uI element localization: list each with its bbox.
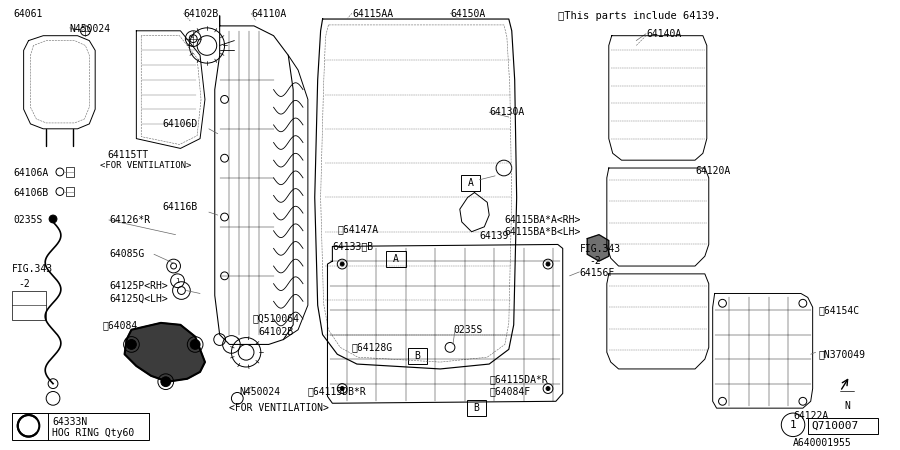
Text: 64102B: 64102B [184, 9, 219, 19]
Circle shape [340, 262, 344, 266]
Text: 64139: 64139 [480, 230, 508, 241]
Text: 64150A: 64150A [450, 9, 485, 19]
Text: ※64084F: ※64084F [490, 387, 530, 396]
Text: 64085G: 64085G [109, 249, 144, 259]
Circle shape [546, 387, 550, 391]
Polygon shape [587, 234, 608, 261]
Text: 64156F: 64156F [580, 268, 615, 278]
Circle shape [340, 387, 344, 391]
Text: ※64115DB*R: ※64115DB*R [308, 387, 366, 396]
Text: ※64154C: ※64154C [818, 305, 860, 315]
Text: A: A [468, 178, 473, 188]
Text: 64115BA*B<LH>: 64115BA*B<LH> [504, 227, 580, 237]
Text: 64126*R: 64126*R [109, 215, 150, 225]
Text: 64125Q<LH>: 64125Q<LH> [109, 293, 167, 303]
Circle shape [127, 340, 136, 349]
Text: A: A [393, 254, 399, 264]
Text: 1: 1 [789, 420, 796, 430]
Circle shape [190, 340, 200, 349]
Text: Q710007: Q710007 [812, 421, 859, 431]
Text: N450024: N450024 [239, 387, 281, 396]
Text: <FOR VENTILATION>: <FOR VENTILATION> [100, 161, 192, 170]
Polygon shape [124, 323, 205, 382]
Text: N: N [844, 401, 850, 411]
Text: 64333N: 64333N [52, 417, 87, 427]
Text: 64140A: 64140A [646, 29, 681, 39]
Text: ※N370049: ※N370049 [818, 349, 866, 360]
Bar [12, 291, 46, 320]
Text: 1: 1 [176, 278, 180, 284]
Text: ※Q510064: ※Q510064 [252, 313, 299, 323]
Text: 64116B: 64116B [163, 202, 198, 212]
Text: 64106B: 64106B [14, 188, 50, 198]
Text: 64102B: 64102B [259, 327, 294, 337]
Text: ※64115DA*R: ※64115DA*R [490, 374, 548, 384]
Text: ※This parts include 64139.: ※This parts include 64139. [558, 11, 720, 21]
Text: 64122A: 64122A [793, 411, 828, 421]
Text: 64061: 64061 [14, 9, 43, 19]
Text: B: B [415, 351, 420, 361]
Text: FIG.343: FIG.343 [580, 244, 620, 254]
Bar [12, 413, 149, 440]
Circle shape [50, 215, 57, 223]
Text: 64106D: 64106D [163, 119, 198, 129]
Text: 64120A: 64120A [695, 166, 730, 176]
Text: 64115BA*A<RH>: 64115BA*A<RH> [504, 215, 580, 225]
Text: 64125P<RH>: 64125P<RH> [109, 281, 167, 291]
Text: ※64147A: ※64147A [338, 225, 378, 234]
Text: 64106A: 64106A [14, 168, 50, 178]
Text: ※64084: ※64084 [102, 320, 138, 330]
Bar [66, 187, 74, 197]
Text: -2: -2 [19, 279, 31, 289]
Text: N450024: N450024 [69, 24, 111, 34]
Text: 0235S: 0235S [453, 325, 482, 335]
Text: 64115TT: 64115TT [107, 150, 148, 160]
Text: 0235S: 0235S [14, 215, 43, 225]
Text: 64133※B: 64133※B [332, 241, 374, 252]
Text: 64130A: 64130A [490, 107, 525, 117]
Bar [808, 418, 878, 434]
Text: B: B [473, 403, 480, 413]
Text: ※64128G: ※64128G [352, 342, 393, 352]
Circle shape [546, 262, 550, 266]
Text: A640001955: A640001955 [793, 437, 851, 448]
Text: 64110A: 64110A [251, 9, 286, 19]
Text: <FOR VENTILATION>: <FOR VENTILATION> [230, 403, 329, 413]
Bar [66, 167, 74, 177]
Text: -2: -2 [590, 256, 601, 266]
Circle shape [161, 377, 171, 387]
Text: HOG RING Qty60: HOG RING Qty60 [52, 428, 134, 438]
Text: FIG.343: FIG.343 [12, 264, 53, 274]
Text: 64115AA: 64115AA [352, 9, 393, 19]
